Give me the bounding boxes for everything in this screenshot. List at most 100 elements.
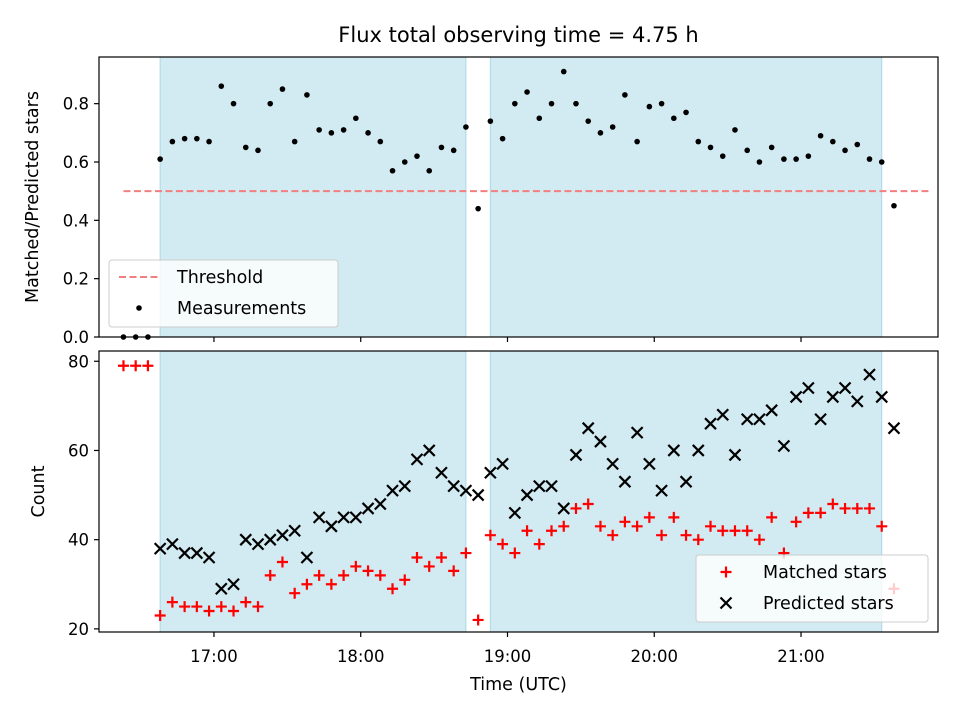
predicted-star-point [802, 381, 815, 395]
matched-star-point [851, 502, 863, 514]
x-tick-label: 21:00 [777, 647, 825, 666]
measurement-point [438, 144, 445, 151]
matched-star-point [289, 587, 301, 599]
measurement-point [781, 156, 787, 162]
matched-star-point [582, 498, 594, 510]
measurement-point [719, 153, 726, 159]
measurement-point [830, 138, 836, 145]
measurement-point [622, 92, 628, 98]
bottom-panel: 20 40 60 80 17:00 18:00 19:00 20:00 21:00 Count Ti… [29, 350, 939, 695]
y-tick-label: 40 [68, 531, 89, 550]
predicted-star-point [153, 542, 167, 555]
measurement-point [389, 167, 396, 174]
predicted-star-point [398, 479, 412, 493]
measurement-point [279, 86, 286, 92]
predicted-star-point [410, 453, 424, 466]
measurement-point [866, 156, 873, 162]
measurement-point [634, 138, 640, 145]
matched-star-point [325, 578, 337, 590]
measurement-point [157, 156, 163, 162]
y-tick-label: 0.0 [63, 328, 89, 347]
measurement-point [499, 135, 506, 142]
measurement-point [230, 100, 237, 107]
predicted-star-point [202, 551, 216, 564]
matched-star-point [276, 556, 288, 568]
predicted-star-point [765, 404, 778, 417]
axes-frame [98, 56, 939, 338]
predicted-star-point [618, 475, 632, 488]
matched-star-point [154, 609, 166, 621]
measurement-point [560, 68, 567, 75]
matched-star-point [594, 520, 606, 532]
legend-label: Predicted stars [763, 594, 894, 614]
matched-star-point [350, 560, 362, 572]
matched-star-point [521, 525, 533, 537]
predicted-star-point [716, 408, 730, 422]
measurement-point [414, 153, 420, 159]
matched-star-point [631, 520, 643, 532]
matched-star-point [264, 569, 276, 581]
measurement-point [878, 159, 885, 165]
measurement-point [524, 89, 530, 95]
y-tick-label: 60 [68, 441, 89, 460]
measurement-point [817, 132, 824, 139]
measurement-point [756, 159, 763, 165]
matched-star-point [876, 520, 888, 532]
matched-star-point [301, 578, 313, 590]
predicted-star-point [374, 497, 387, 511]
x-tick-label: 20:00 [630, 647, 678, 666]
measurement-point [854, 141, 861, 148]
predicted-star-point [508, 506, 522, 520]
measurement-point [805, 153, 812, 159]
measurement-point [512, 100, 518, 107]
matched-star-point [790, 516, 802, 528]
measurement-point [573, 100, 579, 107]
predicted-star-point [887, 421, 901, 435]
measurement-point [585, 118, 592, 124]
predicted-star-point [337, 511, 350, 524]
matched-star-point [374, 569, 386, 581]
measurement-point [609, 124, 616, 130]
measurement-point [206, 138, 212, 145]
predicted-star-point [753, 412, 766, 426]
legend-measurement-swatch [136, 305, 142, 311]
predicted-star-point [178, 546, 191, 560]
matched-star-point [827, 498, 839, 510]
matched-star-point [472, 614, 484, 626]
predicted-star-point [545, 479, 558, 493]
predicted-star-point [447, 479, 460, 493]
measurement-point [194, 135, 200, 142]
measurement-point [744, 147, 751, 154]
predicted-star-point [667, 444, 681, 457]
predicted-star-point [838, 381, 852, 395]
measurement-point [548, 100, 555, 107]
matched-star-point [166, 596, 178, 608]
measurement-point [450, 147, 457, 154]
measurement-point [475, 205, 481, 212]
measurement-point [242, 144, 249, 151]
matched-star-point [741, 525, 753, 537]
matched-star-point [435, 552, 447, 564]
predicted-star-point [789, 390, 803, 404]
predicted-star-point [569, 448, 583, 462]
measurement-point [365, 130, 371, 136]
legend-label: Measurements [177, 299, 306, 319]
matched-star-point [142, 360, 154, 372]
matched-star-point [717, 525, 729, 537]
predicted-star-point [814, 412, 827, 426]
matched-star-point [497, 538, 509, 550]
axes-frame [98, 350, 939, 633]
measurement-point [267, 100, 274, 107]
predicted-star-point [692, 444, 705, 457]
matched-star-point [130, 360, 142, 372]
measurement-point [487, 118, 494, 124]
predicted-star-point [251, 537, 265, 551]
measurement-point [683, 109, 689, 116]
matched-star-point [607, 529, 619, 541]
observing-window-2 [489, 56, 883, 338]
measurement-point [426, 167, 433, 174]
matched-star-point [423, 560, 435, 572]
legend: Threshold Measurements [108, 259, 339, 328]
matched-star-point [448, 565, 460, 577]
measurement-point [316, 127, 322, 133]
